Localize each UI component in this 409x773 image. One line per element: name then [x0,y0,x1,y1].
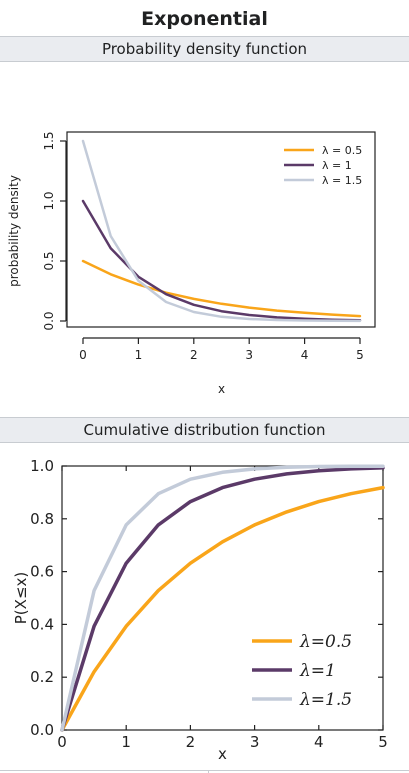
x-tick-label: 0 [79,348,87,362]
footer-divider [0,770,409,771]
infobox-title: Exponential [141,8,268,30]
x-tick-label: 2 [186,733,196,751]
plot-frame [61,465,384,731]
series-line [81,139,362,323]
x-axis-label: x [218,382,225,396]
legend-label: λ=1.5 [299,690,352,710]
x-axis-label: x [218,745,227,763]
x-tick-label: 5 [378,733,388,751]
legend-label: λ=1 [299,661,336,681]
x-tick-label: 1 [121,733,131,751]
cdf-caption-band: Cumulative distribution function [0,417,409,443]
series-line [60,485,385,732]
y-tick-label: 0.0 [30,721,54,739]
series-line [60,466,385,732]
legend-label: λ=0.5 [299,632,352,652]
y-tick-label: 0.8 [30,510,54,528]
y-tick-label: 0.6 [30,563,54,581]
x-tick-label: 3 [250,733,260,751]
legend-label: λ = 0.5 [322,144,362,157]
legend-label: λ = 1.5 [322,174,362,187]
y-tick-label: 0.2 [30,668,54,686]
x-tick-label: 3 [245,348,253,362]
x-tick-label: 4 [314,733,324,751]
series-line [60,464,385,732]
y-tick-label: 1.5 [42,131,56,150]
x-tick-label: 0 [57,733,67,751]
y-tick-label: 1.0 [30,457,54,475]
y-axis-label: probability density [7,175,21,287]
x-tick-label: 2 [190,348,198,362]
x-tick-label: 4 [301,348,309,362]
footer-separator [208,770,209,773]
cdf-chart: 0 1 2 3 4 5 0.0 0.2 0.4 0.6 0.8 1.0 x P(X≤x) λ=0.5 λ=1 λ… [12,457,388,763]
x-tick-label: 1 [135,348,143,362]
y-tick-label: 0.4 [30,615,54,633]
y-tick-label: 0.5 [42,251,56,270]
series-line [81,259,362,318]
y-tick-label: 0.0 [42,311,56,330]
pdf-chart: 0 1 2 3 4 5 0.0 0.5 1.0 1.5 x probability density λ … [7,131,376,396]
y-tick-label: 1.0 [42,191,56,210]
y-axis-label: P(X≤x) [12,572,30,624]
legend-label: λ = 1 [322,159,352,172]
x-tick-label: 5 [356,348,364,362]
plot-frame [66,131,376,328]
pdf-caption-band: Probability density function [0,36,409,62]
